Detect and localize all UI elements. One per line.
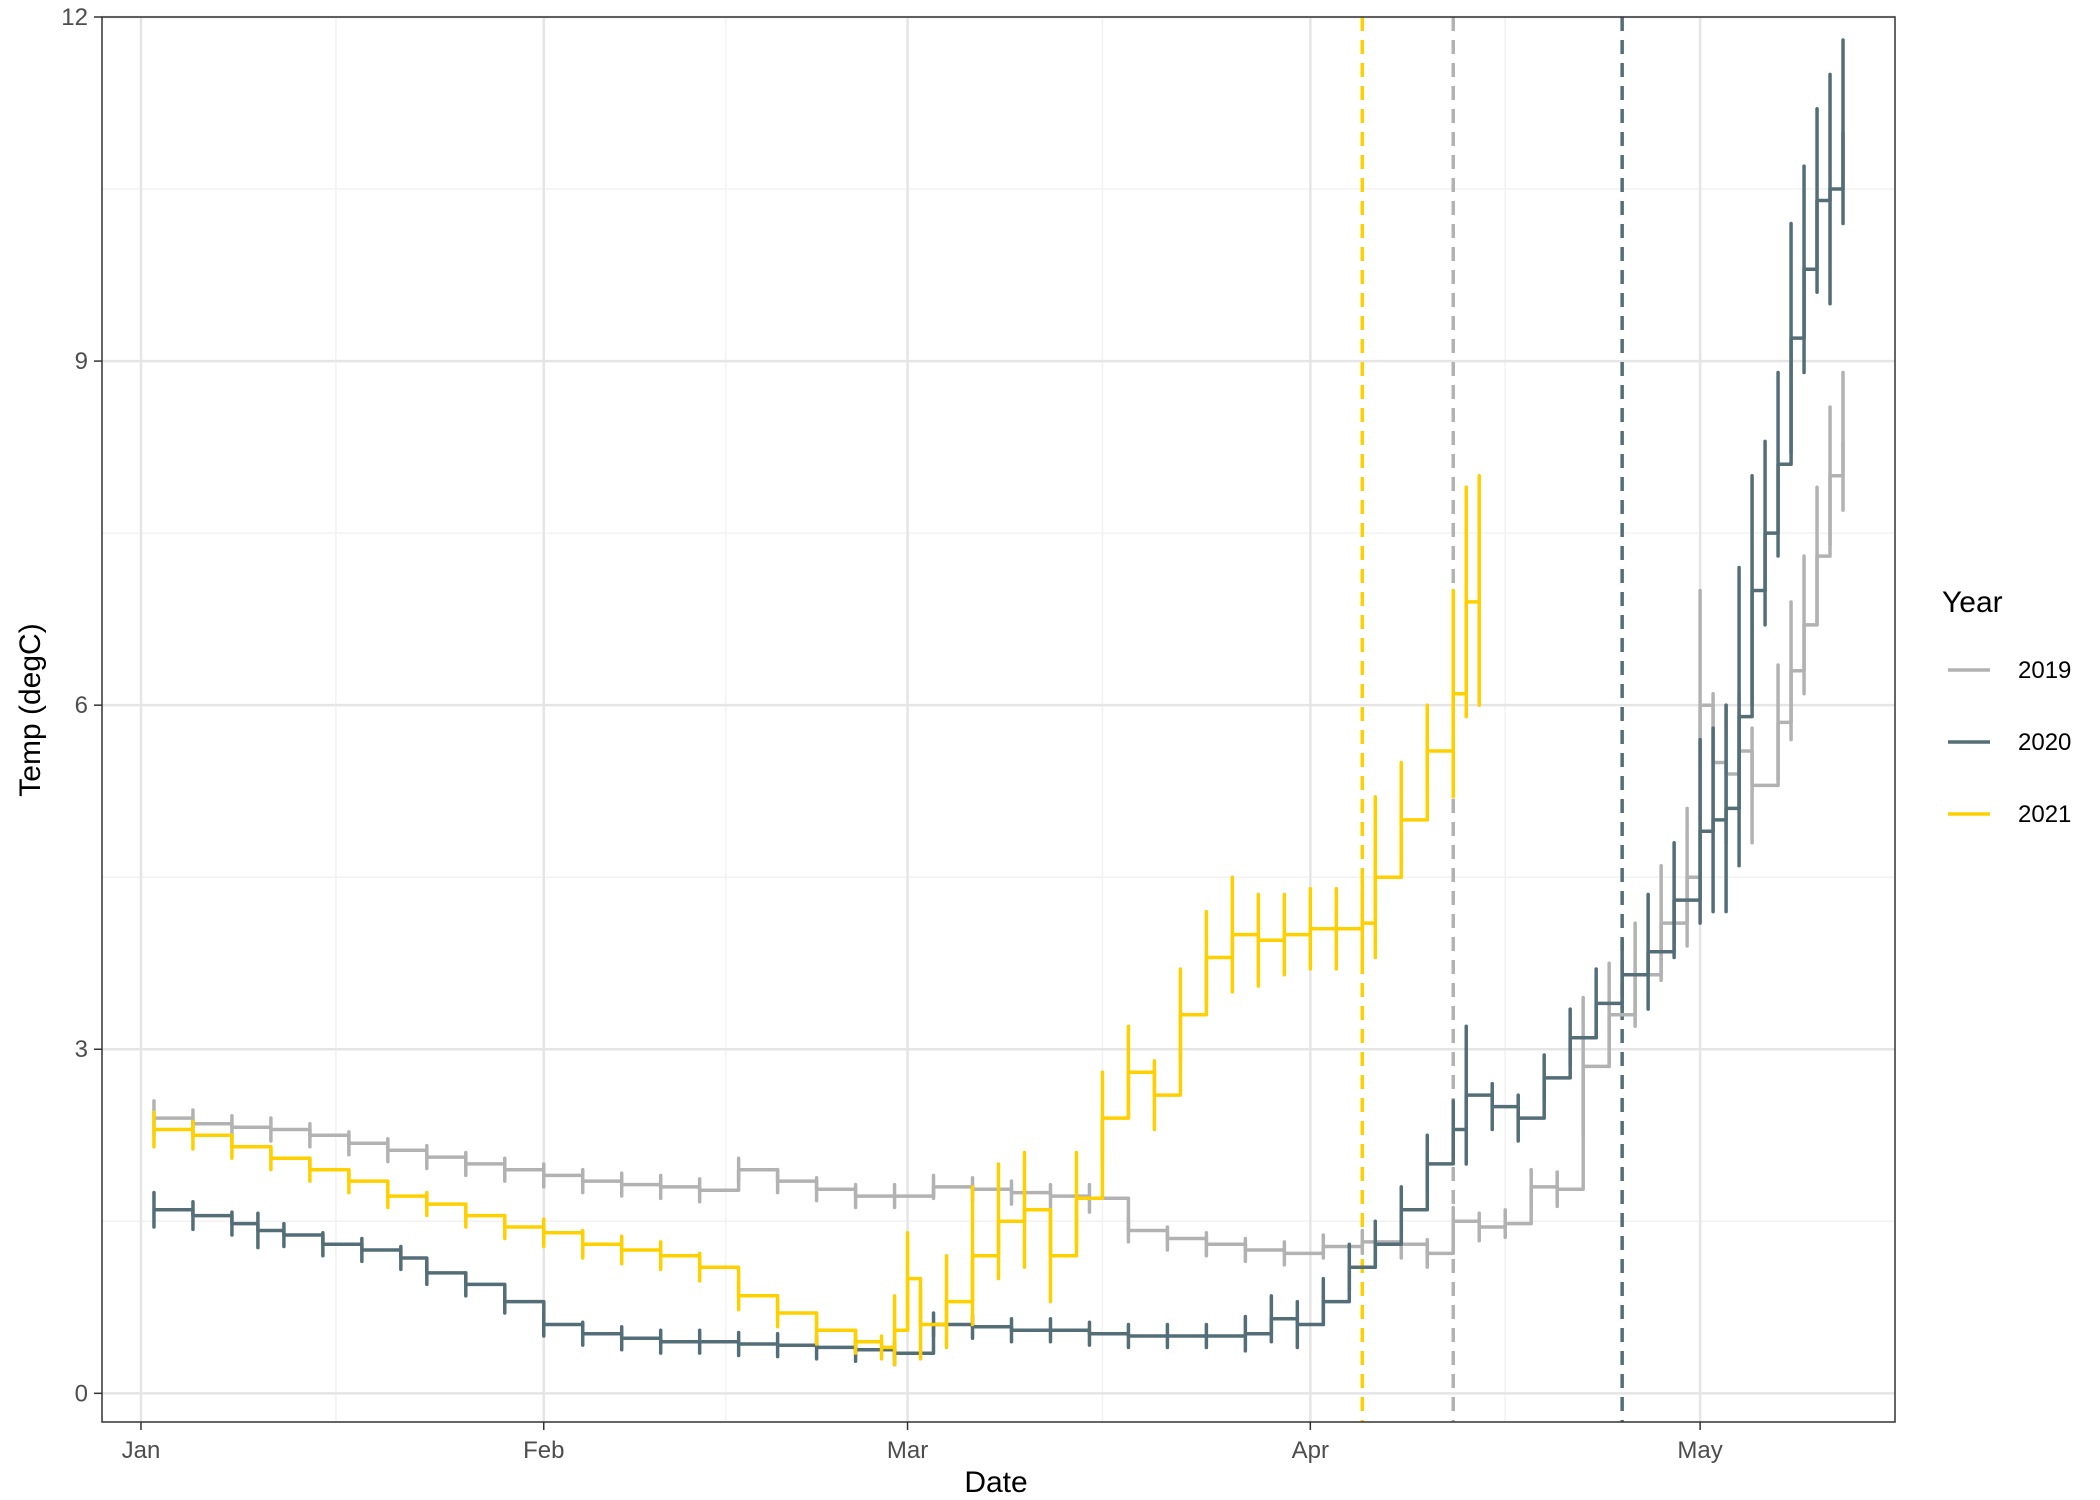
x-tick-label: Mar [887,1437,928,1464]
legend-item-2019: 2019 [1948,657,2071,684]
legend-title: Year [1942,586,2003,619]
x-axis-title: Date [964,1466,1027,1499]
legend-item-2020: 2020 [1948,729,2071,756]
x-tick-label: Apr [1292,1437,1329,1464]
legend-label-2020: 2020 [2018,729,2071,756]
axis-ticks [94,16,1701,1430]
y-tick-labels: 0 3 6 9 12 [61,4,88,1407]
legend-item-2021: 2021 [1948,801,2071,828]
series-line-2019 [154,441,1845,1256]
y-tick-label: 6 [75,692,88,719]
series-line-2021 [154,590,1481,1350]
y-tick-label: 3 [75,1036,88,1063]
legend-label-2019: 2019 [2018,657,2071,684]
x-tick-labels: Jan Feb Mar Apr May [122,1437,1723,1464]
y-tick-label: 12 [61,4,88,31]
series-2019 [152,370,1845,1269]
legend: Year 2019 2020 2021 [1942,586,2071,828]
minor-gridlines [102,17,1895,1422]
y-axis-title: Temp (degC) [14,623,47,796]
x-tick-label: Feb [523,1437,564,1464]
series-2021 [152,474,1481,1367]
y-tick-label: 9 [75,348,88,375]
x-tick-label: May [1677,1437,1722,1464]
series-2020 [152,38,1845,1367]
plot-panel-border [101,16,1896,1423]
legend-label-2021: 2021 [2018,801,2071,828]
x-tick-label: Jan [122,1437,161,1464]
y-tick-label: 0 [75,1380,88,1407]
data-series [152,38,1845,1367]
legend-items: 2019 2020 2021 [1948,657,2071,828]
